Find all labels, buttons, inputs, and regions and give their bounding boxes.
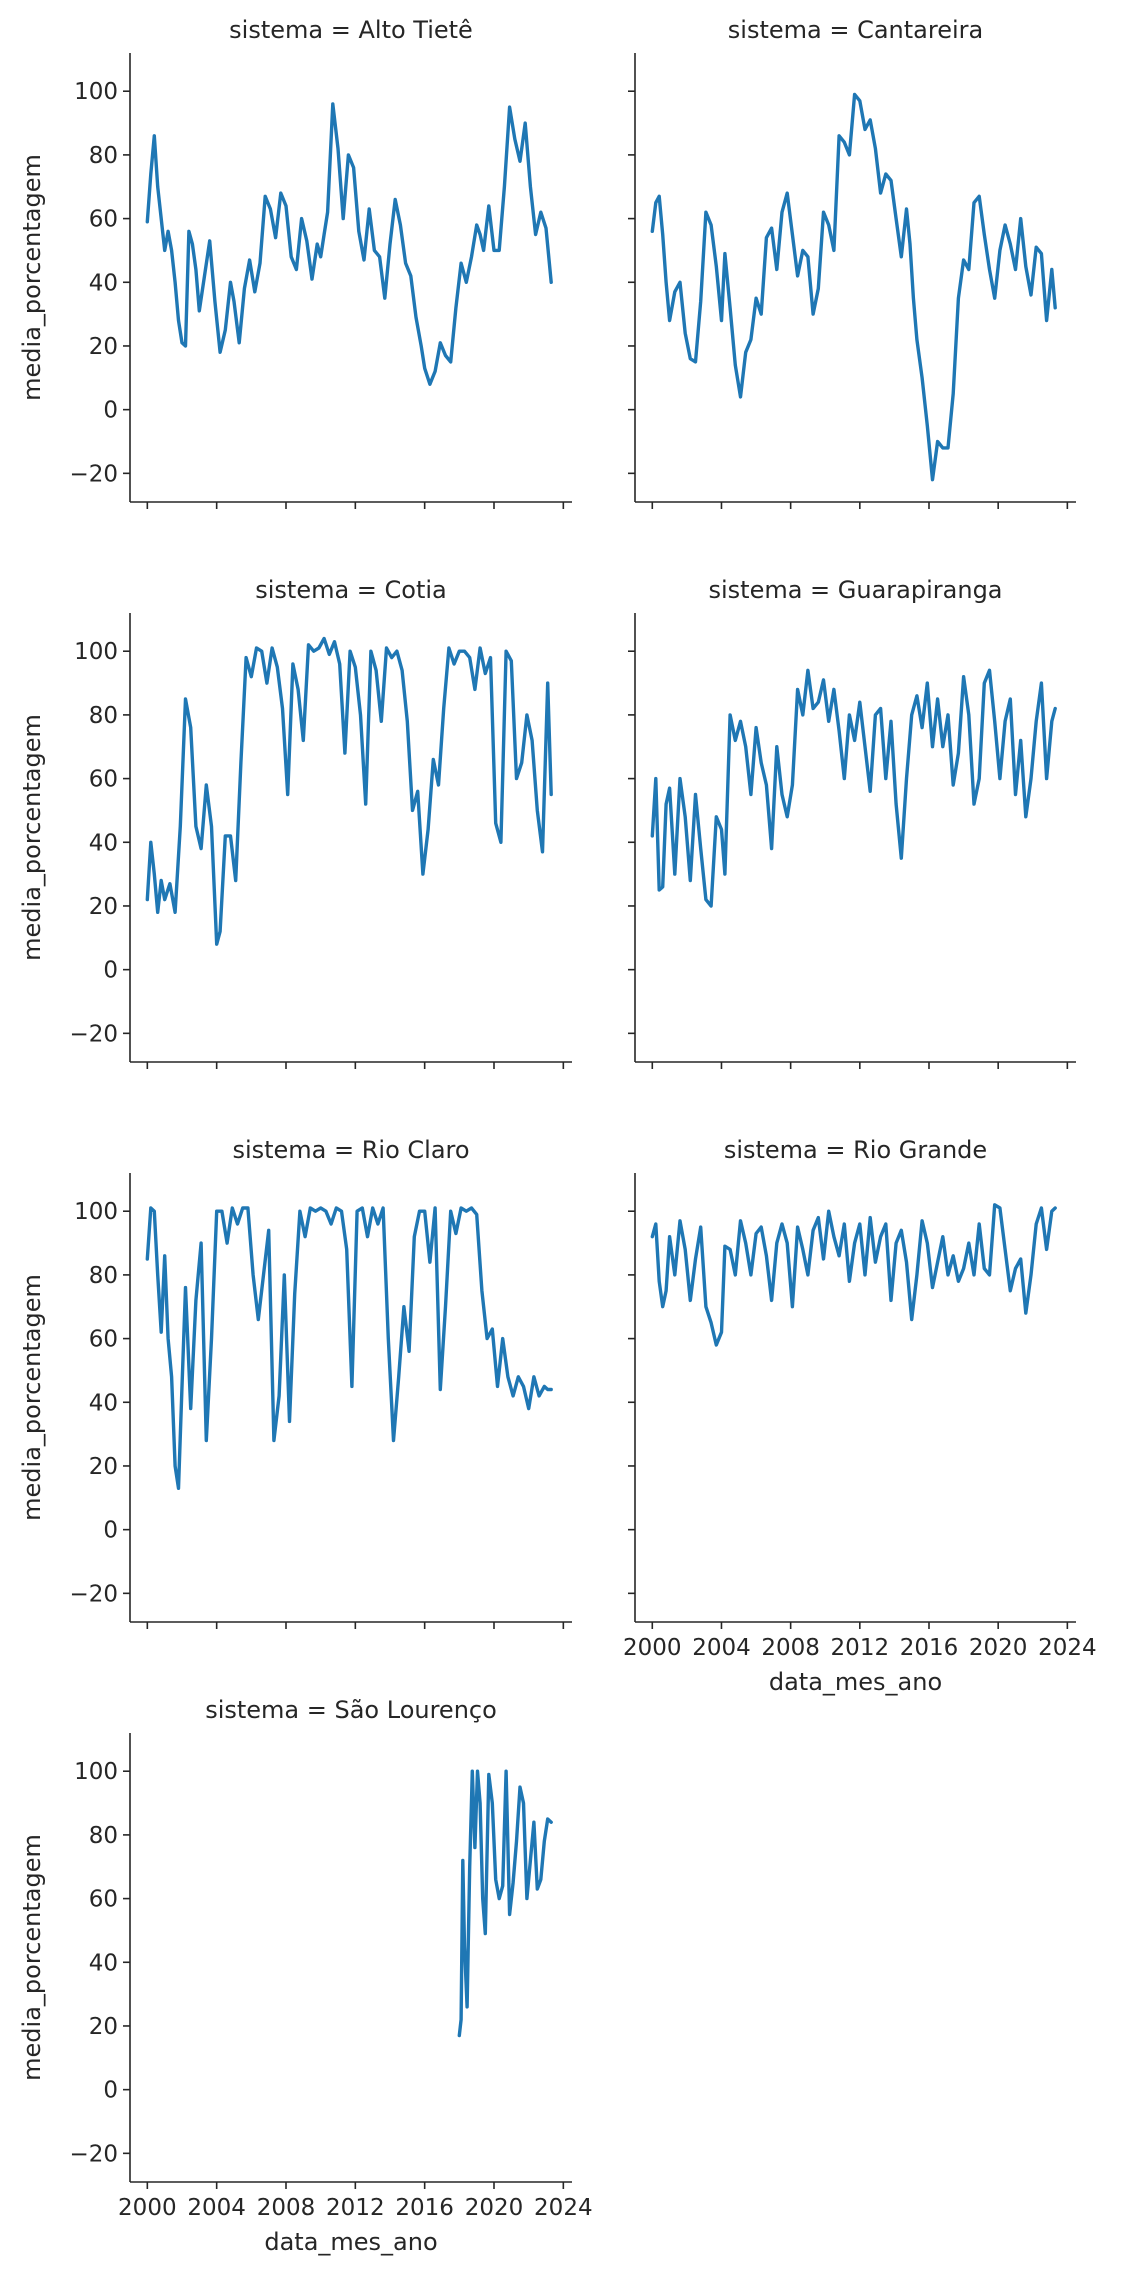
panel-title: sistema = Cotia <box>255 576 447 604</box>
x-tick-label: 2004 <box>692 1635 751 1661</box>
y-tick-label: −20 <box>69 1581 118 1607</box>
y-tick-label: 20 <box>89 894 118 920</box>
y-axis-label: media_porcentagem <box>18 1274 46 1521</box>
y-tick-label: 80 <box>89 1263 118 1289</box>
y-tick-label: 80 <box>89 1823 118 1849</box>
y-tick-label: 60 <box>89 1887 118 1913</box>
y-tick-label: 20 <box>89 2014 118 2040</box>
y-tick-label: 80 <box>89 703 118 729</box>
y-tick-label: 60 <box>89 207 118 233</box>
panel-title: sistema = Guarapiranga <box>708 576 1002 604</box>
series-line <box>650 668 1057 908</box>
facet-panels: sistema = Alto Tietê −20 0 20 40 60 80 100 media… <box>18 16 1097 2256</box>
x-axis-label: data_mes_ano <box>769 1668 942 1696</box>
panel-title: sistema = Cantareira <box>728 16 983 44</box>
y-tick-label: 0 <box>103 1518 118 1544</box>
x-tick-label: 2008 <box>761 1635 820 1661</box>
panel-title: sistema = Rio Grande <box>724 1136 987 1164</box>
y-tick-label: 100 <box>74 79 118 105</box>
facet-panel: sistema = São Lourenço −20 0 20 40 60 80 100 200… <box>18 1696 593 2256</box>
y-tick-label: 60 <box>89 767 118 793</box>
y-tick-label: 20 <box>89 334 118 360</box>
series-line <box>145 1206 553 1490</box>
series-line <box>650 92 1057 482</box>
y-tick-label: 40 <box>89 1390 118 1416</box>
y-tick-label: 100 <box>74 1759 118 1785</box>
y-axis-label: media_porcentagem <box>18 714 46 961</box>
x-tick-label: 2020 <box>969 1635 1028 1661</box>
y-tick-label: 40 <box>89 830 118 856</box>
x-tick-label: 2016 <box>395 2195 454 2221</box>
y-tick-label: −20 <box>69 2141 118 2167</box>
y-tick-label: 100 <box>74 639 118 665</box>
x-tick-label: 2020 <box>465 2195 524 2221</box>
y-tick-label: 80 <box>89 143 118 169</box>
series-line <box>145 636 553 946</box>
x-tick-label: 2024 <box>1038 1635 1097 1661</box>
y-tick-label: 40 <box>89 1950 118 1976</box>
series-line <box>145 102 553 386</box>
y-tick-label: 0 <box>103 958 118 984</box>
y-tick-label: 40 <box>89 270 118 296</box>
y-tick-label: 0 <box>103 398 118 424</box>
x-tick-label: 2000 <box>623 1635 682 1661</box>
panel-title: sistema = São Lourenço <box>205 1696 497 1724</box>
x-axis-label: data_mes_ano <box>264 2228 437 2256</box>
facet-panel: sistema = Guarapiranga <box>628 576 1076 1069</box>
facet-panel: sistema = Alto Tietê −20 0 20 40 60 80 100 media… <box>18 16 572 509</box>
x-tick-label: 2012 <box>326 2195 385 2221</box>
series-line <box>457 1769 553 2038</box>
y-tick-label: 20 <box>89 1454 118 1480</box>
x-tick-label: 2008 <box>257 2195 316 2221</box>
y-tick-label: −20 <box>69 461 118 487</box>
x-tick-label: 2004 <box>187 2195 246 2221</box>
facet-panel: sistema = Rio Claro −20 0 20 40 60 80 100 media_… <box>18 1136 572 1629</box>
y-tick-label: −20 <box>69 1021 118 1047</box>
panel-title: sistema = Alto Tietê <box>229 16 473 44</box>
series-line <box>650 1203 1057 1347</box>
x-tick-label: 2012 <box>831 1635 890 1661</box>
y-tick-label: 60 <box>89 1327 118 1353</box>
panel-title: sistema = Rio Claro <box>232 1136 469 1164</box>
x-tick-label: 2024 <box>534 2195 593 2221</box>
y-axis-label: media_porcentagem <box>18 1834 46 2081</box>
x-tick-label: 2016 <box>900 1635 959 1661</box>
x-tick-label: 2000 <box>118 2195 177 2221</box>
y-axis-label: media_porcentagem <box>18 154 46 401</box>
facet-panel: sistema = Cantareira <box>628 16 1076 509</box>
y-tick-label: 0 <box>103 2078 118 2104</box>
facet-panel: sistema = Cotia −20 0 20 40 60 80 100 media_porc… <box>18 576 572 1069</box>
y-tick-label: 100 <box>74 1199 118 1225</box>
facet-panel: sistema = Rio Grande 2000 2004 2008 2012 2016… <box>623 1136 1097 1696</box>
